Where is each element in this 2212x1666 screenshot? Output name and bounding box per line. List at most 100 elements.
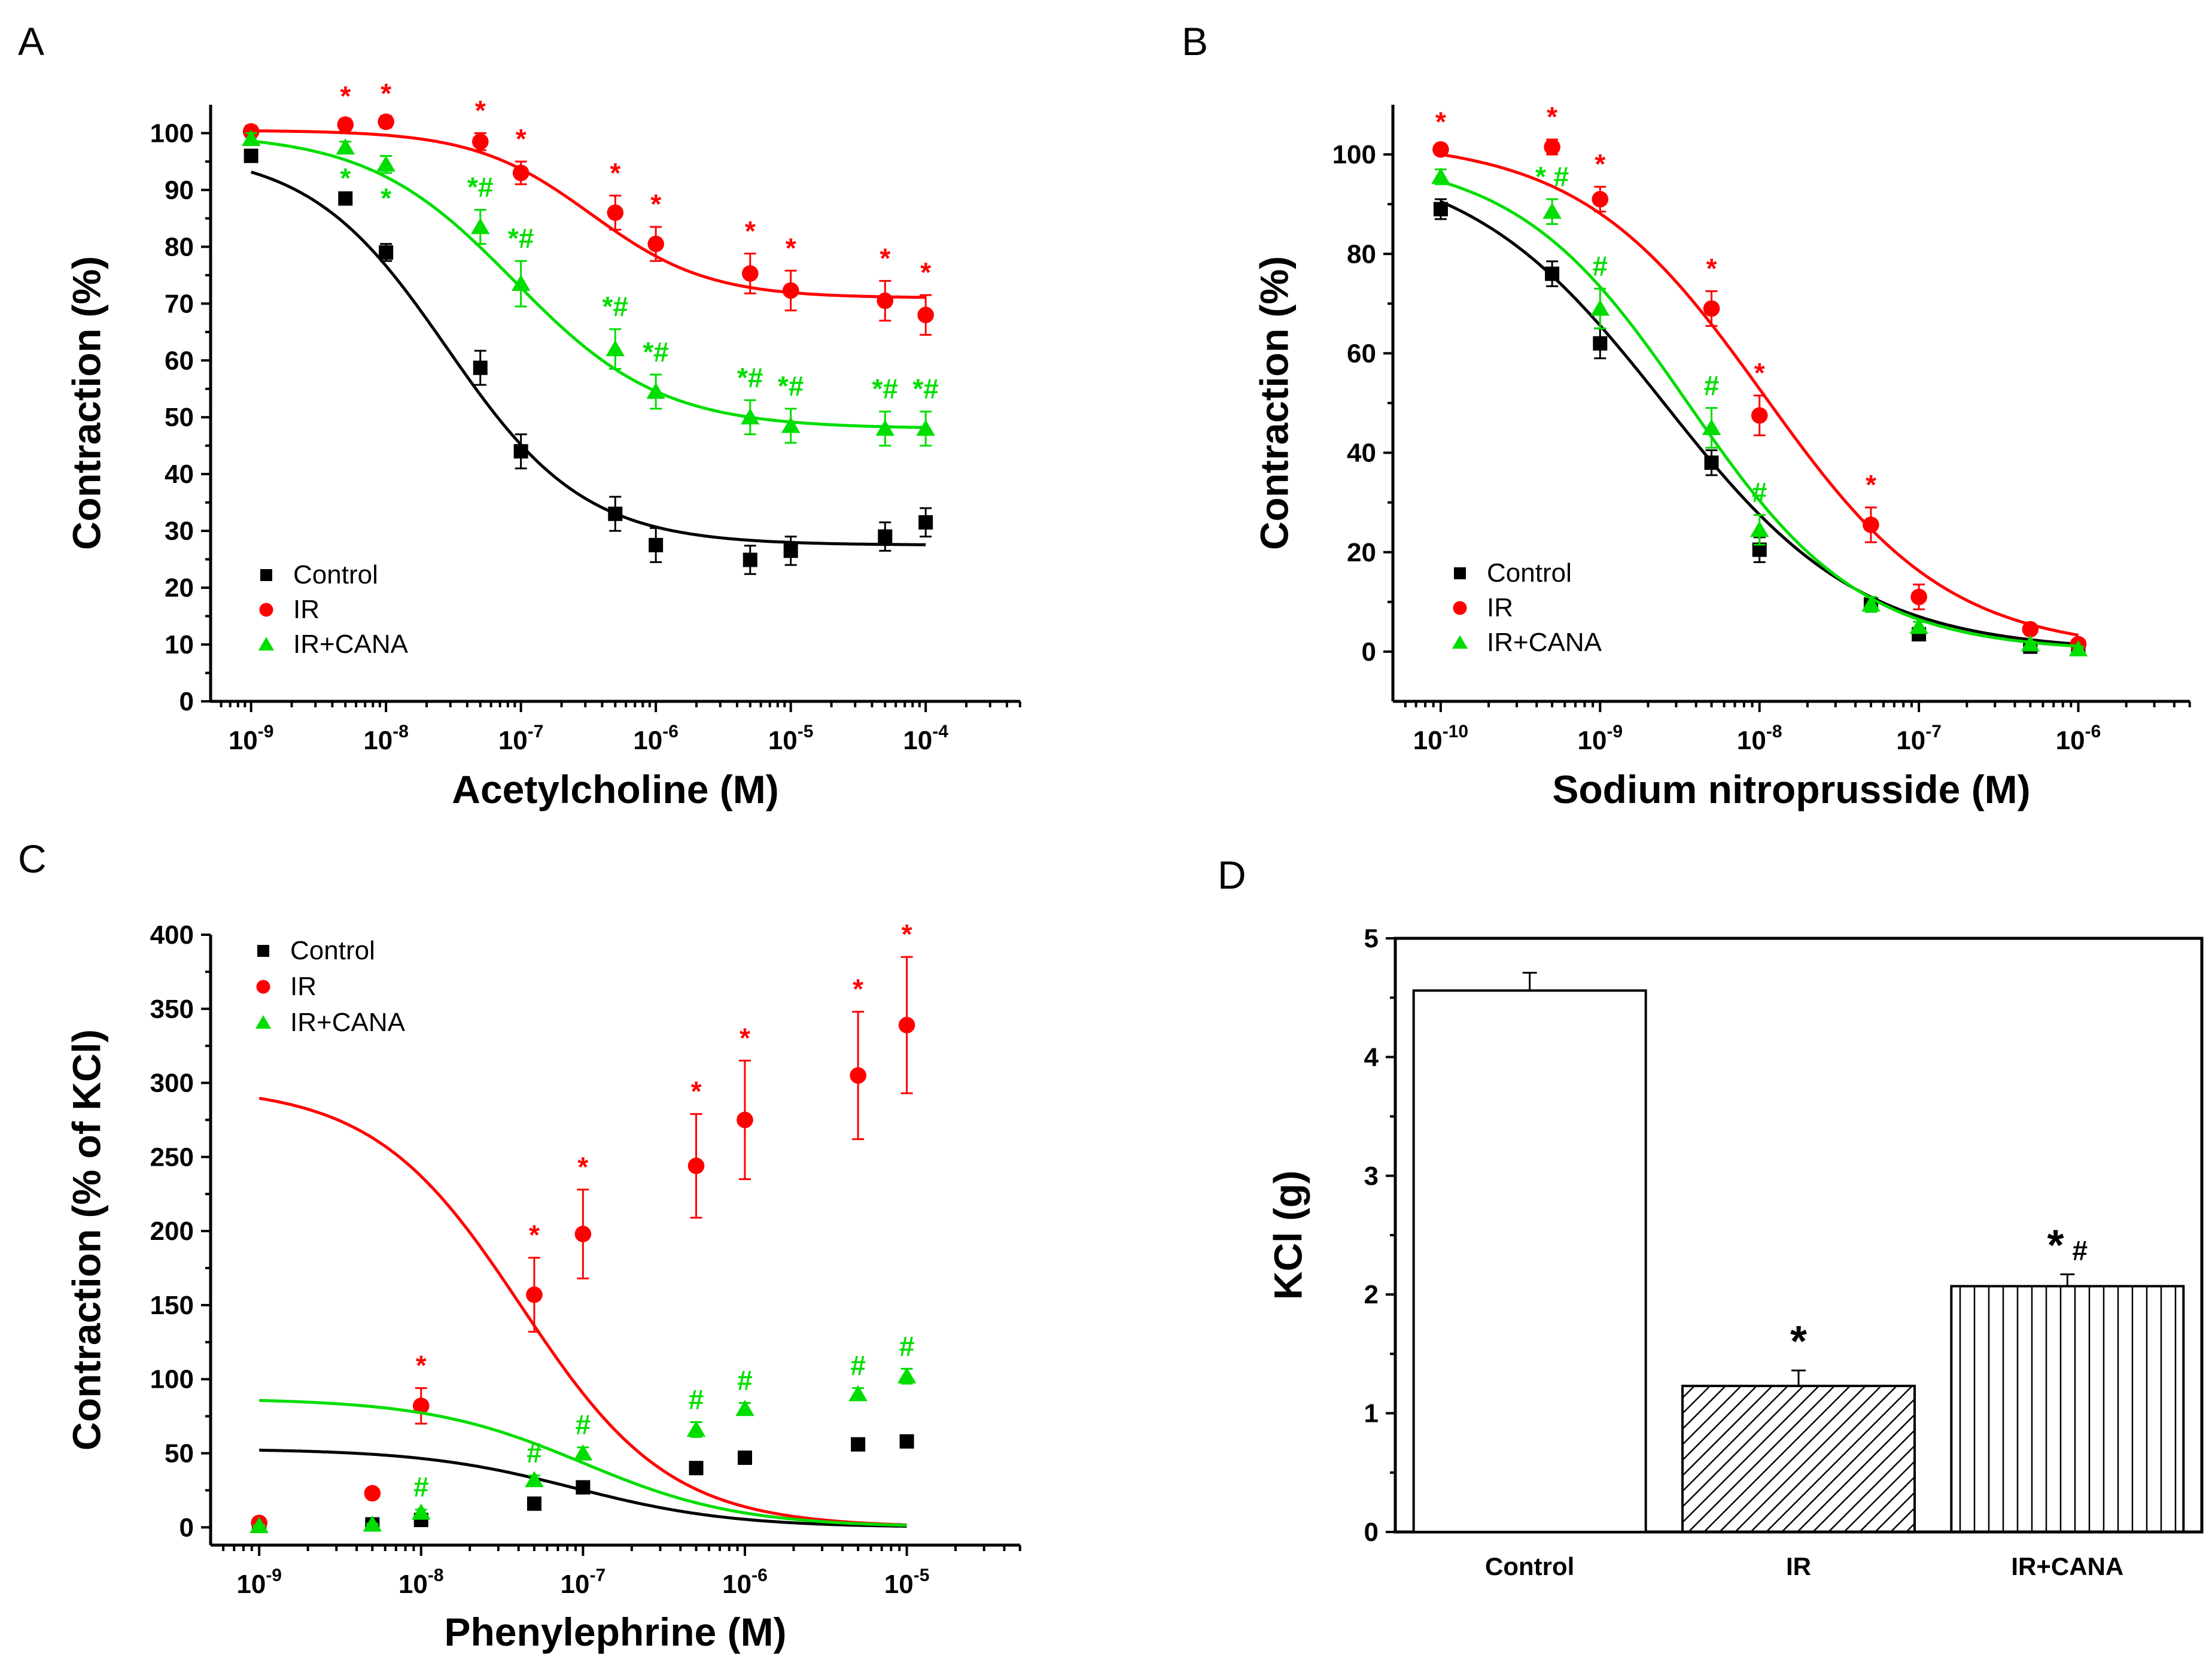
panel-c-significance-mark: # [413, 1472, 429, 1503]
panel-a-significance-mark: * [381, 78, 391, 109]
panel-d-bar-control [1412, 989, 1647, 1533]
panel-c-x-tick-label: 10-6 [722, 1565, 768, 1599]
panel-d-bar-ir [1681, 1384, 1916, 1534]
panel-a-y-tick-label: 40 [165, 460, 194, 489]
panel-a-significance-mark: * [650, 189, 661, 220]
panel-a-point-ir [471, 133, 489, 150]
panel-b-legend-label-ir-cana: IR+CANA [1487, 628, 1602, 657]
panel-a-x-tick-label: 10-8 [363, 722, 409, 755]
panel-b-significance-mark: # [1752, 476, 1767, 507]
panel-a-point-ir-cana [741, 408, 760, 425]
panel-c-legend-marker-ir [256, 980, 270, 994]
panel-c-significance-mark: * [902, 919, 912, 950]
panel-c-y-tick-label: 400 [150, 920, 194, 950]
panel-d-y-tick-label: 4 [1364, 1042, 1379, 1072]
panel-b-y-tick-label: 60 [1347, 339, 1376, 368]
panel-b-legend-marker-control [1454, 567, 1466, 579]
panel-b-chart: 0 20 40 60 80 100 10-10 10-9 10-8 10-7 10-6 Sodium … [1252, 101, 2191, 811]
panel-a-point-control [743, 552, 757, 567]
panel-c-point-control [576, 1480, 591, 1495]
panel-a-point-ir-cana [511, 275, 531, 291]
panel-a-point-ir-cana [376, 155, 395, 172]
panel-a-y-tick-label: 100 [150, 118, 194, 148]
panel-c-significance-mark: * [691, 1076, 702, 1107]
panel-a-point-control [244, 148, 258, 163]
panel-a-y-axis-title: Contraction (%) [64, 256, 108, 550]
panel-b-significance-mark: # [1704, 370, 1720, 401]
panel-c-point-ir [850, 1067, 866, 1084]
panel-a-legend-label-ir: IR [293, 595, 320, 624]
panel-b-legend-label-control: Control [1487, 558, 1572, 588]
panel-a-point-control [379, 245, 394, 260]
panel-letter-a: A [18, 19, 44, 63]
panel-b-point-control [1433, 202, 1448, 217]
panel-a-series-ir-cana: * * *# *# *# *# *# *# *# *# [241, 129, 939, 447]
panel-b-point-ir-cana [1590, 299, 1610, 316]
panel-a-point-ir-cana [241, 129, 261, 146]
panel-a-significance-mark: *# [508, 223, 534, 254]
panel-c-point-ir-cana [573, 1444, 593, 1461]
panel-a-x-tick-label: 10-7 [498, 722, 544, 755]
panel-a-significance-mark: *# [778, 370, 804, 402]
panel-b-significance-mark: * [1754, 357, 1765, 388]
panel-c-point-ir [574, 1226, 592, 1242]
panel-d-category-label-control: Control [1485, 1552, 1574, 1580]
panel-b-x-tick-label: 10-8 [1737, 722, 1782, 755]
panel-b-point-ir-cana [2021, 635, 2040, 652]
panel-a-point-control [878, 529, 893, 544]
panel-b-significance-mark: * [1706, 253, 1717, 284]
panel-a-point-ir-cana [646, 382, 665, 399]
panel-d-y-tick-label: 3 [1364, 1162, 1379, 1191]
panel-a-y-tick-label: 0 [179, 687, 194, 716]
panel-c-y-tick-label: 250 [150, 1142, 194, 1172]
panel-d-y-tick-label: 2 [1364, 1280, 1379, 1309]
panel-a-y-tick-label: 10 [165, 630, 194, 659]
panel-c-point-control [527, 1496, 541, 1511]
panel-b-y-tick-label: 20 [1347, 538, 1376, 567]
panel-b-significance-mark: * [1435, 106, 1446, 137]
panel-c-significance-mark: # [899, 1330, 915, 1361]
panel-a-legend-label-ir-cana: IR+CANA [293, 630, 409, 659]
panel-a-point-control [513, 444, 528, 459]
panel-b-point-ir-cana [1861, 595, 1881, 612]
panel-b-point-ir [1863, 516, 1879, 533]
panel-a-point-ir-cana [336, 138, 355, 155]
panel-c-point-ir [364, 1485, 381, 1502]
panel-c-y-tick-label: 350 [150, 995, 194, 1024]
panel-b-x-tick-label: 10-9 [1577, 722, 1623, 755]
panel-a-y-tick-label: 30 [165, 516, 194, 546]
panel-c-point-ir [898, 1017, 915, 1033]
panel-b-point-ir [1703, 300, 1720, 317]
panel-a-series-control [244, 148, 933, 575]
panel-b-fit-curve-ir [1440, 153, 2079, 637]
panel-c-legend-label-ir-cana: IR+CANA [290, 1008, 406, 1037]
panel-a-significance-mark: * [340, 163, 351, 194]
panel-c-significance-mark: * [740, 1022, 750, 1053]
panel-b-point-ir [1592, 191, 1609, 208]
panel-a-point-control [918, 515, 933, 530]
panel-a-significance-mark: * [745, 215, 756, 247]
panel-a-point-control [783, 543, 798, 558]
panel-c-significance-mark: * [577, 1151, 588, 1182]
panel-a-significance-mark: * [516, 123, 527, 154]
panel-c-significance-mark: # [737, 1364, 753, 1396]
panel-c-y-tick-label: 200 [150, 1217, 194, 1246]
panel-b-point-ir-cana [1749, 521, 1769, 537]
panel-a-point-ir [917, 306, 934, 324]
panel-b-y-tick-label: 40 [1347, 439, 1376, 468]
panel-d-y-axis-title: KCl (g) [1265, 1171, 1310, 1300]
panel-a-fit-curve-ir [251, 129, 926, 299]
panel-a-point-ir-cana [781, 416, 801, 433]
panel-c-legend-marker-control [257, 945, 269, 957]
panel-b-significance-mark: # [1593, 250, 1608, 281]
panel-c-fit-curve-ir [258, 1096, 907, 1527]
panel-a-significance-mark: *# [737, 362, 763, 393]
panel-c-significance-mark: # [527, 1437, 542, 1469]
panel-b-legend-marker-ir [1453, 601, 1467, 615]
panel-c-legend-label-control: Control [290, 936, 375, 965]
panel-c-y-tick-label: 100 [150, 1365, 194, 1394]
panel-b-point-control [1593, 336, 1608, 351]
panel-c-x-tick-label: 10-9 [236, 1565, 282, 1599]
panel-c-point-ir-cana [250, 1516, 269, 1533]
panel-b-point-control [1545, 266, 1560, 281]
